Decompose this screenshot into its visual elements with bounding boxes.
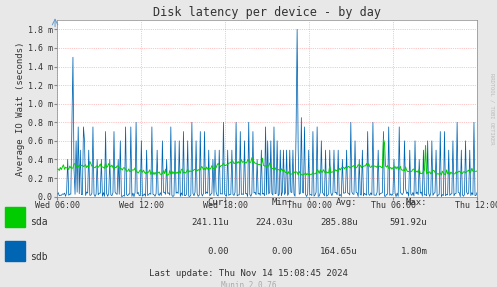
- Text: Max:: Max:: [406, 198, 427, 207]
- Text: Last update: Thu Nov 14 15:08:45 2024: Last update: Thu Nov 14 15:08:45 2024: [149, 269, 348, 278]
- Title: Disk latency per device - by day: Disk latency per device - by day: [153, 6, 381, 19]
- Text: 224.03u: 224.03u: [255, 218, 293, 227]
- Text: 164.65u: 164.65u: [320, 247, 358, 256]
- Text: 0.00: 0.00: [207, 247, 229, 256]
- Text: 241.11u: 241.11u: [191, 218, 229, 227]
- Text: 1.80m: 1.80m: [401, 247, 427, 256]
- Text: Munin 2.0.76: Munin 2.0.76: [221, 282, 276, 287]
- Text: 285.88u: 285.88u: [320, 218, 358, 227]
- Y-axis label: Average IO Wait (seconds): Average IO Wait (seconds): [16, 41, 25, 176]
- Text: Avg:: Avg:: [336, 198, 358, 207]
- Text: RRDTOOL / TOBI OETIKER: RRDTOOL / TOBI OETIKER: [490, 73, 495, 145]
- Text: Cur:: Cur:: [207, 198, 229, 207]
- Text: 0.00: 0.00: [272, 247, 293, 256]
- Text: 591.92u: 591.92u: [390, 218, 427, 227]
- Text: Min:: Min:: [272, 198, 293, 207]
- Text: sdb: sdb: [30, 252, 47, 262]
- Text: sda: sda: [30, 218, 47, 227]
